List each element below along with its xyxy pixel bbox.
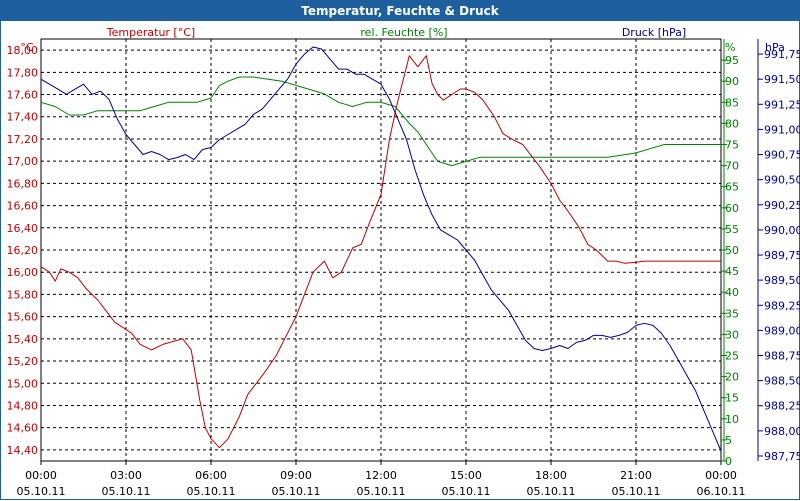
- temperature-axis-label: Temperatur [°C]: [106, 26, 195, 39]
- temperature-tick-label: 16,60: [7, 200, 39, 213]
- pressure-tick-label: 988,75: [764, 350, 800, 363]
- humidity-tick-label: 55: [725, 223, 739, 236]
- x-tick-date: 05.10.11: [612, 485, 661, 498]
- temperature-tick-label: 15,00: [7, 377, 39, 390]
- humidity-tick-label: 70: [725, 160, 739, 173]
- temperature-tick-label: 17,00: [7, 155, 39, 168]
- temperature-tick-label: 15,60: [7, 311, 39, 324]
- pressure-tick-label: 988,50: [764, 375, 800, 388]
- temperature-tick-label: 17,20: [7, 133, 39, 146]
- humidity-tick-label: 90: [725, 75, 739, 88]
- humidity-tick-label: 95: [725, 54, 739, 67]
- pressure-axis-label: Druck [hPa]: [622, 26, 686, 39]
- temperature-series-line: [40, 55, 721, 449]
- x-tick-date: 05.10.11: [187, 485, 236, 498]
- humidity-tick-label: 65: [725, 181, 739, 194]
- chart-title: Temperatur, Feuchte & Druck: [1, 1, 799, 21]
- humidity-tick-label: 50: [725, 244, 739, 257]
- temperature-tick-label: 18,00: [7, 44, 39, 57]
- humidity-tick-label: 25: [725, 350, 739, 363]
- pressure-tick-label: 991,50: [764, 73, 800, 86]
- pressure-tick-label: 991,25: [764, 98, 800, 111]
- pressure-tick-label: 988,00: [764, 425, 800, 438]
- pressure-tick-label: 987,75: [764, 450, 800, 463]
- x-tick-time: 03:00: [110, 469, 142, 482]
- temperature-tick-label: 14,40: [7, 444, 39, 457]
- x-tick-time: 12:00: [365, 469, 397, 482]
- humidity-tick-label: 15: [725, 392, 739, 405]
- pressure-tick-label: 990,75: [764, 149, 800, 162]
- pressure-unit: hPa: [765, 41, 785, 54]
- pressure-tick-label: 990,00: [764, 224, 800, 237]
- x-tick-time: 21:00: [620, 469, 652, 482]
- pressure-tick-label: 989,50: [764, 274, 800, 287]
- temperature-tick-label: 16,80: [7, 177, 39, 190]
- temperature-unit: °C: [20, 41, 34, 54]
- x-tick-date: 05.10.11: [442, 485, 491, 498]
- x-tick-date: 05.10.11: [102, 485, 151, 498]
- pressure-tick-label: 991,75: [764, 48, 800, 61]
- temperature-tick-label: 14,80: [7, 399, 39, 412]
- temperature-tick-label: 15,20: [7, 355, 39, 368]
- x-tick-time: 00:00: [705, 469, 737, 482]
- x-tick-date: 05.10.11: [357, 485, 406, 498]
- humidity-tick-label: 0: [725, 455, 732, 468]
- humidity-tick-label: 30: [725, 328, 739, 341]
- temperature-tick-label: 16,00: [7, 266, 39, 279]
- pressure-tick-label: 988,25: [764, 400, 800, 413]
- temperature-tick-label: 15,40: [7, 333, 39, 346]
- humidity-series-line: [40, 76, 721, 167]
- pressure-tick-label: 989,25: [764, 299, 800, 312]
- humidity-tick-label: 10: [725, 413, 739, 426]
- pressure-tick-label: 989,75: [764, 249, 800, 262]
- x-tick-time: 00:00: [25, 469, 57, 482]
- humidity-tick-label: 60: [725, 202, 739, 215]
- humidity-tick-label: 35: [725, 307, 739, 320]
- pressure-tick-label: 991,00: [764, 123, 800, 136]
- temperature-tick-label: 16,20: [7, 244, 39, 257]
- humidity-tick-label: 5: [725, 434, 732, 447]
- x-tick-date: 05.10.11: [527, 485, 576, 498]
- humidity-tick-label: 75: [725, 139, 739, 152]
- temperature-tick-label: 17,60: [7, 89, 39, 102]
- temperature-tick-label: 15,80: [7, 288, 39, 301]
- x-tick-date: 05.10.11: [272, 485, 321, 498]
- x-tick-date: 05.10.11: [17, 485, 66, 498]
- humidity-tick-label: 20: [725, 371, 739, 384]
- temperature-tick-label: 14,60: [7, 422, 39, 435]
- x-tick-time: 09:00: [280, 469, 312, 482]
- x-tick-time: 15:00: [450, 469, 482, 482]
- humidity-unit: %: [725, 41, 735, 54]
- humidity-tick-label: 40: [725, 286, 739, 299]
- temperature-tick-label: 16,40: [7, 222, 39, 235]
- pressure-series-line: [40, 46, 722, 452]
- humidity-tick-label: 45: [725, 265, 739, 278]
- pressure-tick-label: 990,25: [764, 199, 800, 212]
- humidity-tick-label: 85: [725, 96, 739, 109]
- temperature-tick-label: 17,80: [7, 66, 39, 79]
- temperature-tick-label: 17,40: [7, 111, 39, 124]
- pressure-tick-label: 989,00: [764, 324, 800, 337]
- x-tick-date: 06.10.11: [697, 485, 746, 498]
- x-tick-time: 18:00: [535, 469, 567, 482]
- humidity-tick-label: 80: [725, 117, 739, 130]
- x-tick-time: 06:00: [195, 469, 227, 482]
- pressure-tick-label: 990,50: [764, 174, 800, 187]
- humidity-axis-label: rel. Feuchte [%]: [360, 26, 447, 39]
